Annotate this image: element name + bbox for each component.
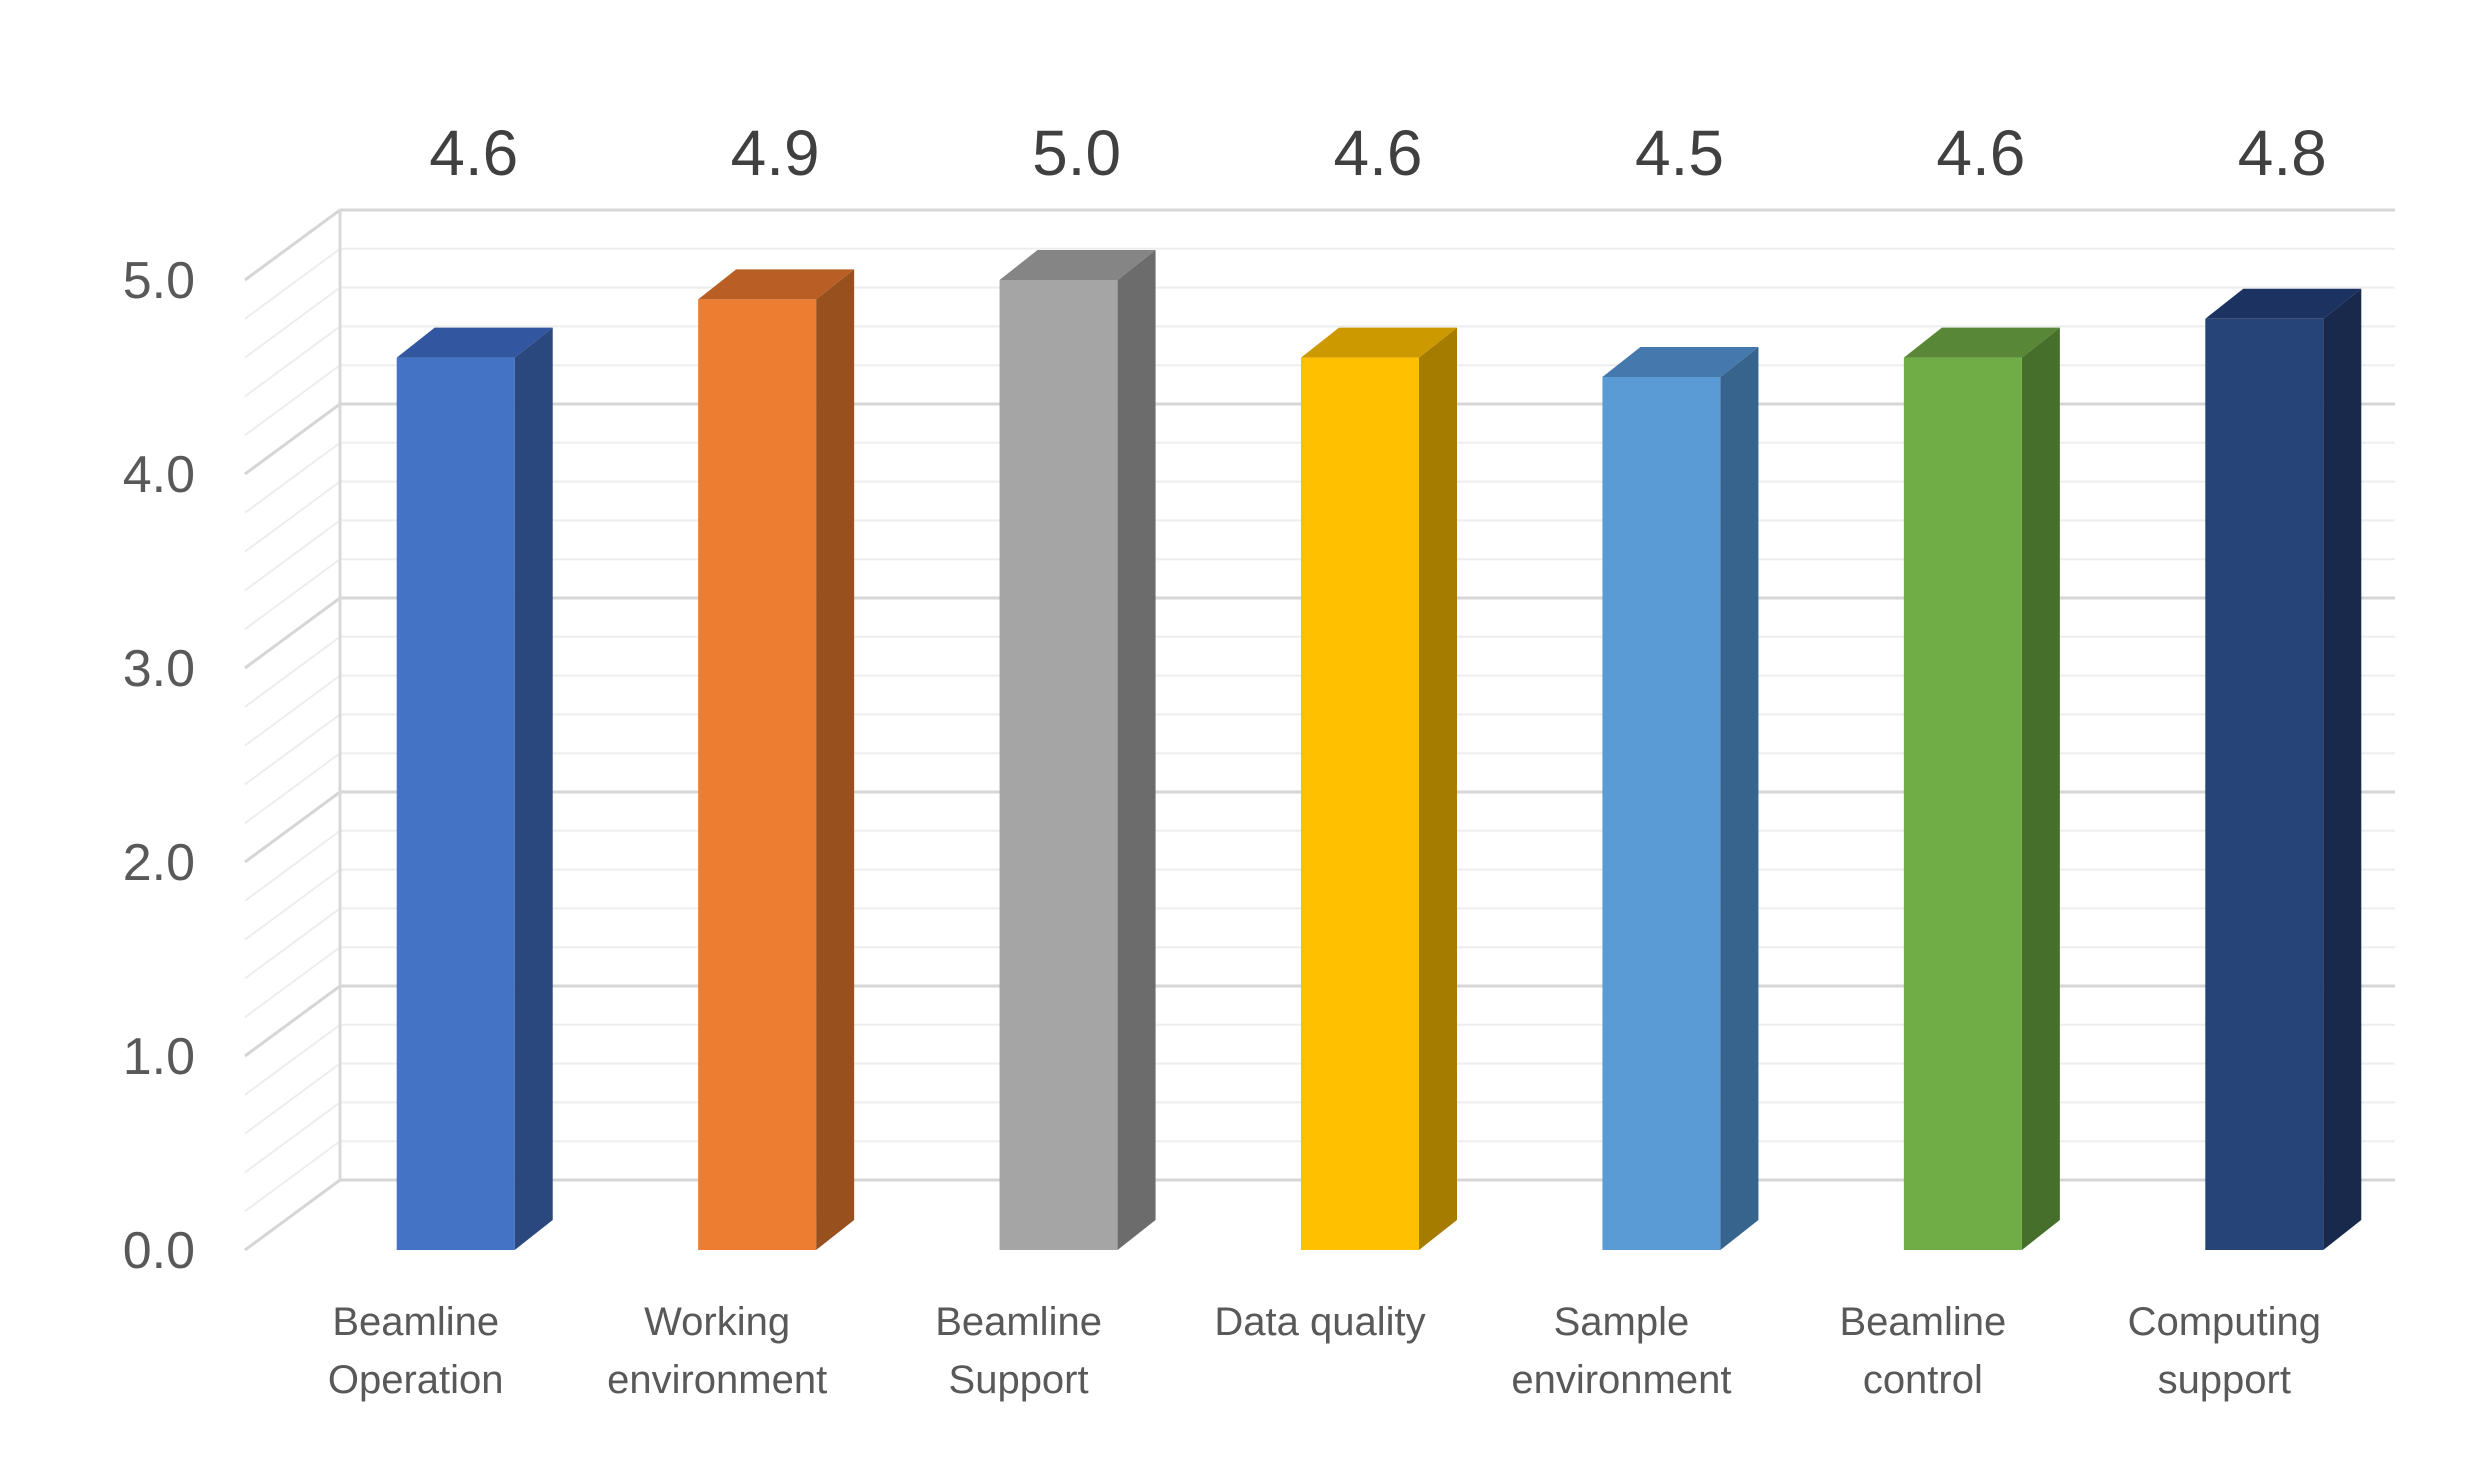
bar-front: [698, 299, 817, 1250]
y-tick-label: 3.0: [123, 640, 195, 698]
y-tick-label: 4.0: [123, 446, 195, 504]
bar-side: [1720, 347, 1759, 1250]
bar-side: [514, 327, 553, 1251]
gridline: [244, 1062, 341, 1135]
gridline: [244, 946, 341, 1019]
gridline: [244, 519, 341, 592]
y-tick-label: 2.0: [123, 834, 195, 892]
bar: [1602, 347, 1759, 1250]
gridline: [244, 752, 341, 825]
bar-side: [1419, 327, 1457, 1251]
data-label: 5.0: [1032, 117, 1121, 189]
gridline: [244, 480, 341, 553]
x-tick-label: Data quality: [1214, 1300, 1425, 1344]
gridline: [244, 208, 341, 282]
bar-top: [396, 327, 553, 358]
data-label: 4.9: [731, 117, 820, 189]
gridline: [244, 364, 341, 437]
x-axis-ticks: Beamline Operation Working environment Beaml…: [328, 1300, 2321, 1402]
y-tick-label: 1.0: [123, 1028, 195, 1086]
bar-top: [698, 269, 855, 300]
gridline: [244, 868, 341, 941]
data-label: 4.6: [429, 117, 518, 189]
bar-front: [2205, 318, 2324, 1250]
x-tick-label: Beamline Operation: [328, 1300, 504, 1402]
x-tick-label: Beamline Support: [935, 1300, 1102, 1402]
bar: [999, 250, 1156, 1250]
gridline: [244, 907, 341, 980]
bar: [1301, 327, 1457, 1251]
x-tick-label: Working environment: [607, 1300, 827, 1402]
gridline: [244, 713, 341, 786]
bar-top: [1301, 327, 1457, 358]
gridline: [244, 558, 341, 631]
gridline: [244, 441, 341, 514]
gridline: [244, 1140, 341, 1213]
bar-side: [1117, 250, 1156, 1250]
bar-side: [2021, 327, 2060, 1251]
gridline: [244, 674, 341, 747]
x-tick-label: Beamline control: [1839, 1300, 2006, 1402]
data-label: 4.6: [1936, 117, 2025, 189]
bar-front: [1301, 357, 1419, 1251]
bar-top: [1903, 327, 2060, 358]
bar-top: [2205, 288, 2362, 319]
gridline: [244, 247, 341, 320]
bar-front: [999, 280, 1118, 1250]
data-label: 4.6: [1334, 117, 1423, 189]
gridline: [244, 790, 341, 864]
gridline: [244, 1178, 341, 1252]
bar: [396, 327, 553, 1251]
x-tick-label: Computing support: [2128, 1300, 2321, 1402]
gridline: [244, 286, 341, 359]
bar: [2205, 288, 2362, 1250]
gridline: [244, 325, 341, 398]
bar: [1903, 327, 2060, 1251]
gridline: [244, 596, 341, 670]
gridline: [244, 402, 341, 476]
y-tick-label: 5.0: [123, 252, 195, 310]
gridline: [244, 984, 341, 1058]
bar-side: [2323, 288, 2362, 1250]
bars: [396, 250, 2362, 1251]
bar-front: [1602, 377, 1721, 1250]
gridline: [244, 1023, 341, 1096]
gridline: [244, 1101, 341, 1174]
bar-top: [999, 250, 1156, 280]
y-axis-ticks: 0.0 1.0 2.0 3.0 4.0 5.0: [123, 252, 195, 1280]
bar: [698, 269, 855, 1250]
bar-side: [816, 269, 855, 1250]
bar-front: [1903, 357, 2022, 1251]
gridline: [244, 829, 341, 902]
x-tick-label: Sample environment: [1511, 1300, 1731, 1402]
y-tick-label: 0.0: [123, 1222, 195, 1280]
bar-top: [1602, 347, 1759, 377]
gridline: [244, 635, 341, 708]
data-labels: 4.6 4.9 5.0 4.6 4.5 4.6 4.8: [429, 117, 2327, 189]
data-label: 4.8: [2238, 117, 2327, 189]
data-label: 4.5: [1635, 117, 1724, 189]
bar-front: [396, 357, 515, 1251]
